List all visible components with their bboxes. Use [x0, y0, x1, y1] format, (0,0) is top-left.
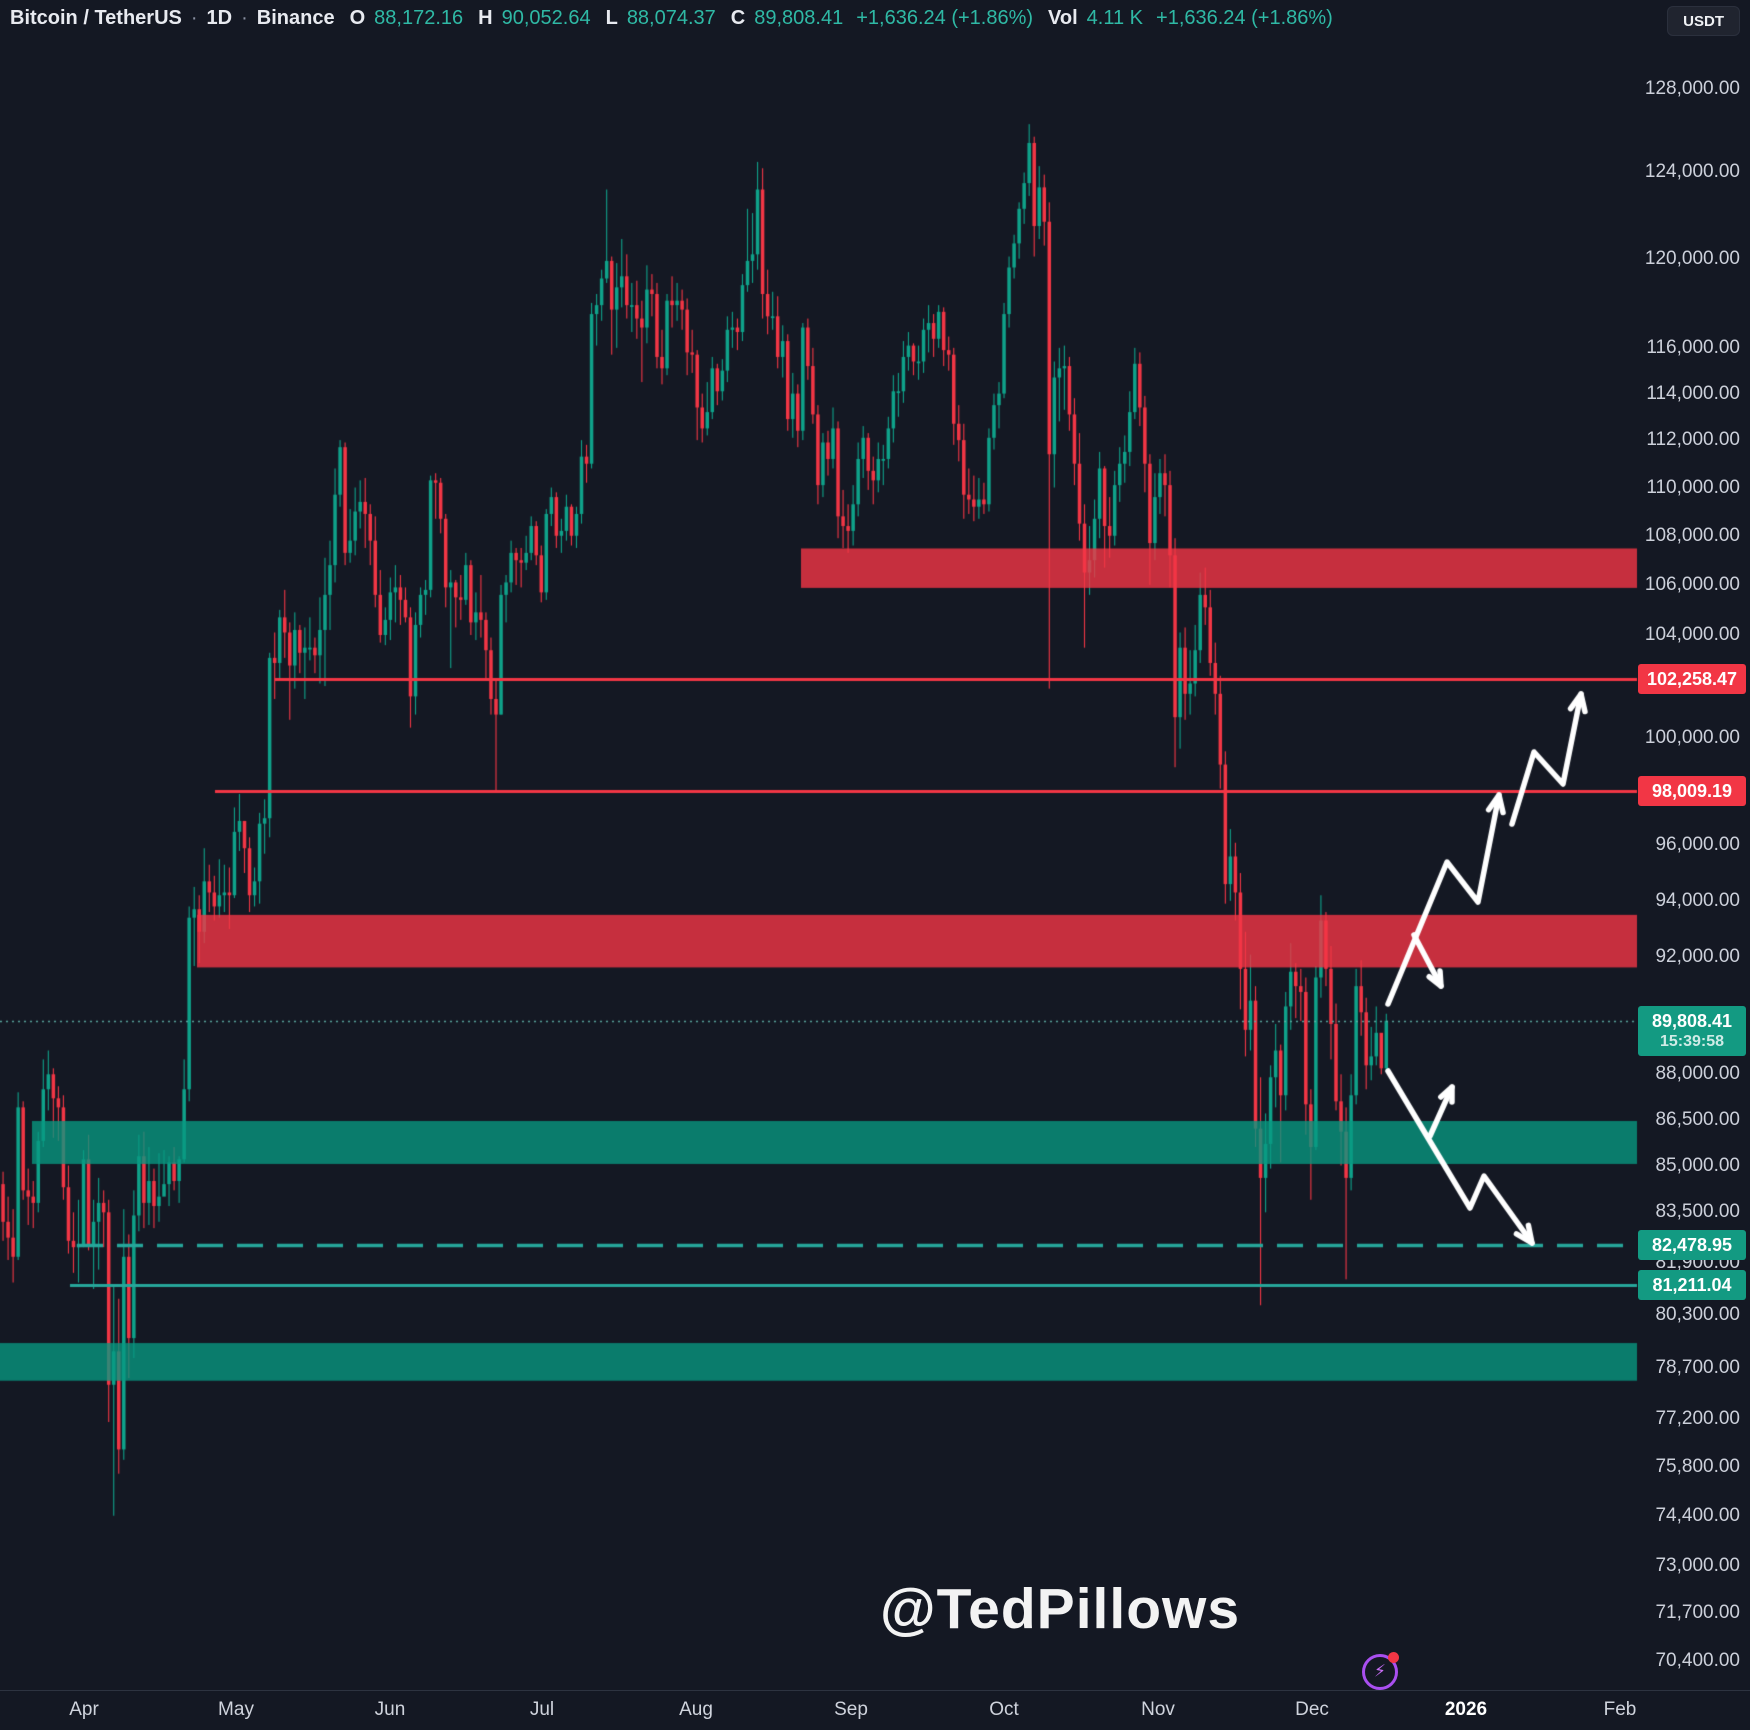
price-tick-label: 96,000.00	[1655, 834, 1740, 856]
price-tick-label: 78,700.00	[1655, 1357, 1740, 1378]
price-tick-label: 108,000.00	[1644, 524, 1740, 546]
time-tick-label: Aug	[679, 1699, 713, 1720]
price-tick-label: 77,200.00	[1655, 1407, 1740, 1429]
price-tick-label: 120,000.00	[1644, 247, 1740, 269]
price-tick-label: 70,400.00	[1655, 1650, 1740, 1672]
high-value: 90,052.64	[501, 7, 591, 29]
time-tick-label: Jun	[374, 1699, 406, 1720]
time-tick-label: Nov	[1141, 1699, 1175, 1720]
lightning-bolt-icon: ⚡	[1374, 1661, 1386, 1681]
price-tick-label: 92,000.00	[1655, 946, 1740, 968]
price-tick-label: 106,000.00	[1644, 573, 1740, 595]
price-tick-label: 110,000.00	[1646, 476, 1740, 498]
bar-countdown: 15:39:58	[1659, 1032, 1725, 1050]
volume-change: +1,636.24 (+1.86%)	[1156, 7, 1333, 29]
change-value: +1,636.24 (+1.86%)	[856, 7, 1034, 29]
price-tick-label: 114,000.00	[1646, 382, 1740, 404]
ring-icon	[1362, 1654, 1398, 1690]
volume-label: Vol	[1048, 7, 1078, 29]
close-value: 89,808.41	[754, 7, 844, 29]
price-tick-label: 124,000.00	[1644, 161, 1740, 183]
current-price-tag: 89,808.41 15:39:58	[1638, 1005, 1746, 1056]
interval-value[interactable]: 1D	[206, 7, 233, 29]
open-label: O	[349, 7, 366, 29]
watermark: @TedPillows	[880, 1577, 1241, 1641]
price-tick-label: 86,500.00	[1655, 1108, 1740, 1130]
time-tick-label: Dec	[1295, 1699, 1329, 1720]
low-label: L	[605, 7, 618, 29]
symbol-name[interactable]: Bitcoin / TetherUS	[10, 7, 182, 29]
price-tick-label: 71,700.00	[1655, 1601, 1740, 1623]
price-tick-label: 88,000.00	[1655, 1063, 1740, 1085]
time-tick-label: Feb	[1603, 1699, 1637, 1720]
time-tick-label: 2026	[1444, 1699, 1488, 1720]
symbol-legend[interactable]: Bitcoin / TetherUS · 1D · Binance O 88,1…	[10, 7, 1333, 30]
time-tick-label: May	[218, 1699, 254, 1720]
price-level-tag: 98,009.19	[1638, 776, 1746, 807]
price-tick-label: 116,000.00	[1646, 336, 1740, 358]
price-tick-label: 100,000.00	[1644, 727, 1740, 749]
price-tick-label: 73,000.00	[1655, 1554, 1740, 1576]
price-level-tag: 82,478.95	[1638, 1229, 1746, 1260]
exchange-name: Binance	[256, 7, 335, 29]
price-tick-label: 83,500.00	[1655, 1201, 1740, 1223]
time-tick-label: Sep	[834, 1699, 868, 1720]
lightning-stream-icon[interactable]: ⚡	[1362, 1652, 1399, 1690]
open-value: 88,172.16	[374, 7, 464, 29]
close-label: C	[730, 7, 746, 29]
price-tick-label: 80,300.00	[1655, 1304, 1740, 1326]
price-tick-label: 85,000.00	[1655, 1154, 1740, 1176]
low-value: 88,074.37	[626, 7, 716, 29]
high-label: H	[478, 7, 493, 29]
separator: ·	[190, 7, 198, 29]
time-axis[interactable]: Apr May Jun Jul Aug Sep Oct Nov Dec 2026 Feb	[0, 1690, 1750, 1730]
price-tick-label: 128,000.00	[1644, 78, 1740, 99]
currency-toggle-button[interactable]: USDT	[1667, 6, 1740, 36]
volume-value: 4.11 K	[1086, 7, 1144, 29]
notification-dot	[1388, 1652, 1399, 1663]
separator: ·	[241, 7, 248, 29]
price-tick-label: 94,000.00	[1655, 889, 1740, 911]
price-level-tag: 81,211.04	[1638, 1270, 1746, 1301]
price-tick-label: 74,400.00	[1655, 1504, 1740, 1526]
price-tick-label: 75,800.00	[1655, 1455, 1740, 1477]
price-level-tag: 102,258.47	[1638, 664, 1746, 695]
time-tick-label: Apr	[69, 1699, 99, 1720]
time-tick-label: Jul	[529, 1699, 555, 1720]
time-tick-label: Oct	[989, 1699, 1019, 1720]
price-tick-label: 104,000.00	[1644, 624, 1740, 645]
price-tick-label: 112,000.00	[1646, 429, 1740, 451]
